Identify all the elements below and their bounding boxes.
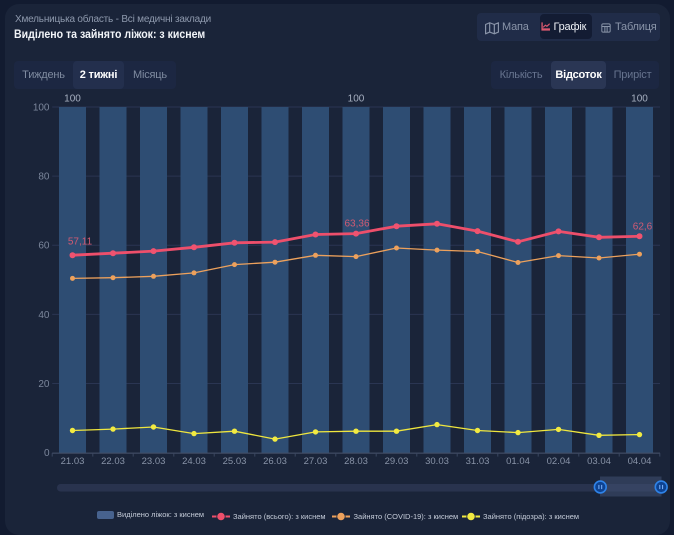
svg-text:100: 100	[64, 94, 81, 105]
svg-text:100: 100	[631, 94, 648, 105]
svg-text:26.03: 26.03	[263, 456, 287, 467]
svg-text:23.03: 23.03	[142, 456, 166, 467]
svg-text:62,6: 62,6	[633, 222, 653, 233]
svg-text:02.04: 02.04	[547, 456, 571, 467]
svg-text:25.03: 25.03	[223, 456, 247, 467]
svg-text:100: 100	[33, 103, 50, 114]
svg-text:40: 40	[38, 310, 50, 321]
svg-text:57,11: 57,11	[68, 237, 93, 248]
svg-text:20: 20	[38, 379, 50, 390]
svg-text:04.04: 04.04	[628, 456, 652, 467]
svg-text:28.03: 28.03	[344, 456, 368, 467]
svg-text:0: 0	[44, 448, 50, 459]
svg-text:21.03: 21.03	[61, 456, 85, 467]
svg-text:24.03: 24.03	[182, 456, 206, 467]
svg-text:60: 60	[38, 241, 50, 252]
svg-text:63,36: 63,36	[344, 219, 369, 230]
svg-text:03.04: 03.04	[587, 456, 611, 467]
svg-text:22.03: 22.03	[101, 456, 125, 467]
svg-text:100: 100	[348, 94, 365, 105]
svg-text:01.04: 01.04	[506, 456, 530, 467]
svg-text:31.03: 31.03	[466, 456, 490, 467]
svg-text:29.03: 29.03	[385, 456, 409, 467]
svg-text:30.03: 30.03	[425, 456, 449, 467]
svg-text:27.03: 27.03	[304, 456, 328, 467]
svg-text:80: 80	[38, 172, 50, 183]
